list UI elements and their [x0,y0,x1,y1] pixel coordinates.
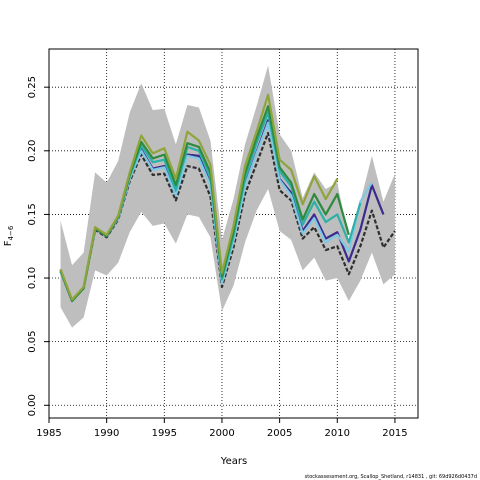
x-axis-label: Years [220,456,247,467]
y-axis-label-group: F4−6 [3,225,15,246]
x-tick-label: 2010 [325,428,350,439]
y-tick-label: 0.25 [27,76,38,98]
x-tick-label: 2015 [382,428,407,439]
y-tick-label: 0.20 [27,140,38,162]
y-axis-label-text: F4−6 [3,225,15,246]
y-tick-label: 0.00 [27,394,38,416]
series-layer [59,93,396,303]
confidence-band [60,65,395,328]
x-tick-label: 1990 [94,428,119,439]
y-axis: 0.00 0.05 0.10 0.15 0.20 0.25 [27,76,49,416]
confidence-band-layer [60,65,395,328]
x-axis: 1985 1990 1995 2000 2005 2010 2015 [36,418,408,439]
y-axis-label: F [3,240,14,246]
x-tick-label: 1985 [36,428,61,439]
plot-frame [48,48,419,419]
x-tick-label: 1995 [152,428,177,439]
y-tick-label: 0.10 [27,267,38,289]
x-tick-label: 2000 [209,428,234,439]
x-tick-label: 2005 [267,428,292,439]
y-axis-label-subscript: 4−6 [7,225,15,240]
y-tick-label: 0.05 [27,331,38,353]
footer-note: stockassessment.org, Scallop_Shetland, r… [305,474,477,480]
y-tick-label: 0.15 [27,203,38,225]
series-line-6 [59,93,339,301]
